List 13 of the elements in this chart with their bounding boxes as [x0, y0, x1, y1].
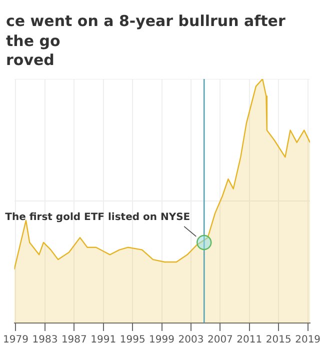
x-tick-label: 1999	[149, 334, 175, 346]
x-tick-label: 1983	[32, 334, 58, 346]
annotation: The first gold ETF listed on NYSE	[5, 212, 190, 223]
x-tick-label: 1995	[120, 334, 146, 346]
x-tick-label: 2003	[178, 334, 204, 346]
x-tick-label: 1991	[90, 334, 116, 346]
x-tick-label: 2019	[295, 334, 321, 346]
x-tick-label: 2015	[266, 334, 292, 346]
x-tick-label: 2007	[207, 334, 233, 346]
x-tick-label: 1979	[3, 334, 28, 346]
x-tick-label: 1987	[61, 334, 87, 346]
x-tick-label: 2011	[236, 334, 262, 346]
chart-title: ce went on a 8-year bullrun after the go roved	[5, 11, 286, 71]
